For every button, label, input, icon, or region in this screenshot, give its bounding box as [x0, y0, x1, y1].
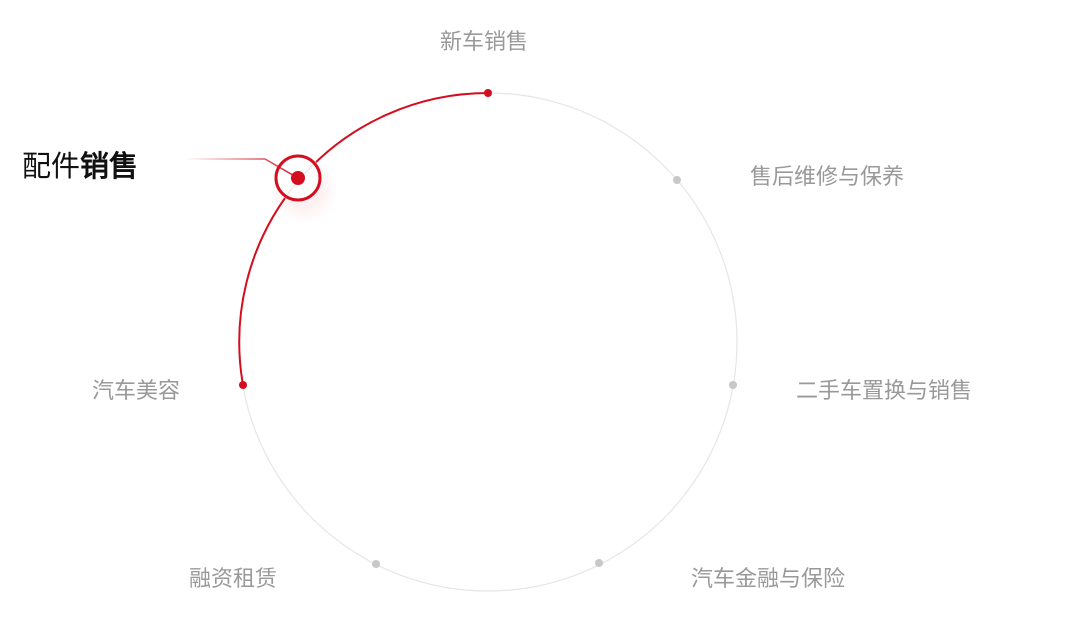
- node-dot-finance[interactable]: [595, 559, 603, 567]
- node-dot-new-car[interactable]: [484, 89, 492, 97]
- connector-line: [185, 158, 299, 179]
- node-dot-after-sales[interactable]: [673, 176, 681, 184]
- active-label-part1: 配件: [22, 149, 81, 183]
- active-label-part2: 销售: [80, 149, 139, 183]
- node-dot-leasing[interactable]: [372, 560, 380, 568]
- active-node-ring[interactable]: [274, 154, 322, 202]
- progress-arc: [238, 92, 489, 386]
- node-label-beauty[interactable]: 汽车美容: [92, 379, 181, 404]
- active-node-label[interactable]: 配件销售: [22, 143, 138, 185]
- node-dot-used-car[interactable]: [729, 381, 737, 389]
- node-dot-beauty[interactable]: [239, 381, 247, 389]
- node-label-new-car[interactable]: 新车销售: [440, 30, 529, 55]
- node-label-finance[interactable]: 汽车金融与保险: [691, 567, 846, 592]
- active-node-dot[interactable]: [291, 171, 305, 185]
- node-label-after-sales[interactable]: 售后维修与保养: [750, 165, 905, 190]
- node-label-used-car[interactable]: 二手车置换与销售: [796, 379, 973, 404]
- node-label-leasing[interactable]: 融资租赁: [189, 567, 278, 592]
